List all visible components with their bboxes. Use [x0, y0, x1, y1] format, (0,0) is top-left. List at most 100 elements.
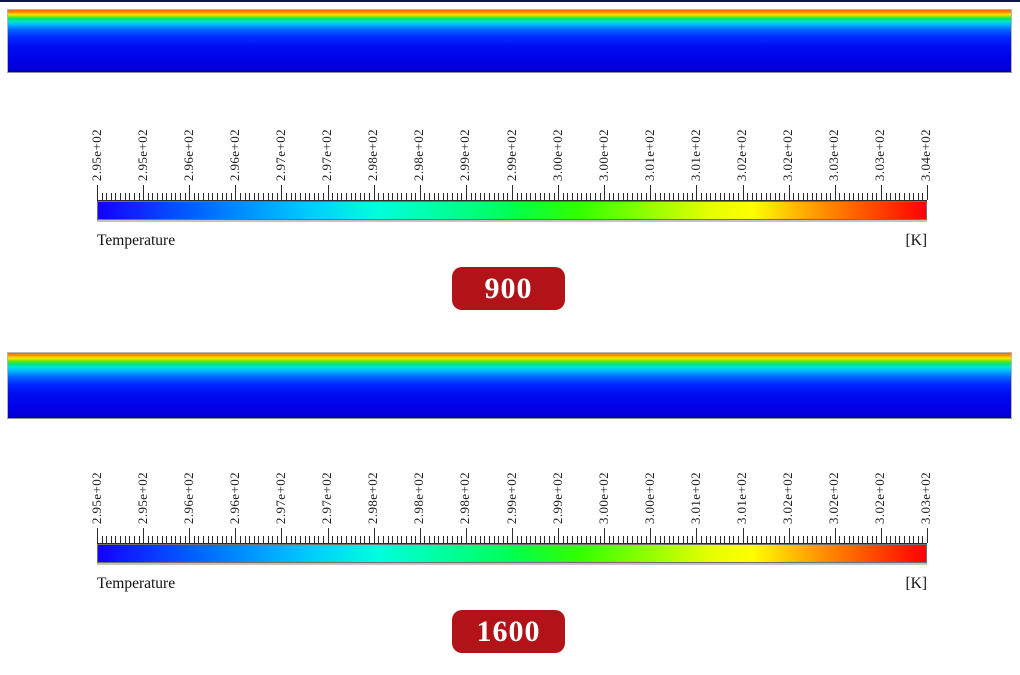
minor-tick: [359, 536, 361, 543]
minor-tick: [525, 193, 527, 200]
minor-tick: [456, 536, 458, 543]
minor-tick: [544, 536, 546, 543]
minor-tick: [424, 536, 426, 543]
minor-tick: [595, 536, 596, 543]
colorbar-tick-label: 3.00e+02: [595, 471, 611, 524]
colorbar-tick-label: 3.01e+02: [733, 471, 749, 524]
colorbar-tick-label: 3.00e+02: [595, 128, 611, 181]
major-tick: [880, 528, 882, 543]
minor-tick: [627, 536, 629, 543]
colorbar-tick-label: 2.99e+02: [503, 471, 519, 524]
minor-tick: [733, 536, 735, 543]
minor-tick: [382, 193, 384, 200]
minor-tick: [341, 536, 343, 543]
minor-tick: [737, 193, 739, 200]
minor-tick: [802, 536, 804, 543]
minor-tick: [129, 536, 131, 543]
minor-tick: [761, 536, 762, 543]
minor-tick: [484, 193, 486, 200]
minor-tick: [539, 193, 541, 200]
colorbar-ticks: [97, 527, 928, 544]
minor-tick: [844, 536, 845, 543]
minor-tick: [733, 193, 735, 200]
minor-tick: [166, 536, 168, 543]
minor-tick: [442, 536, 444, 543]
minor-tick: [839, 193, 841, 200]
minor-tick: [346, 193, 347, 200]
minor-tick: [447, 536, 449, 543]
minor-tick: [147, 536, 149, 543]
minor-tick: [710, 536, 712, 543]
colorbar-tick-label: 3.03e+02: [825, 128, 841, 181]
minor-tick: [249, 193, 251, 200]
major-tick: [143, 185, 145, 200]
colorbar-tick-label: 2.95e+02: [89, 471, 104, 524]
minor-tick: [410, 536, 412, 543]
minor-tick: [728, 193, 730, 200]
minor-tick: [673, 193, 675, 200]
colorbar-tick-label: 2.98e+02: [365, 471, 381, 524]
minor-tick: [576, 536, 578, 543]
minor-tick: [770, 193, 772, 200]
major-tick: [650, 185, 652, 200]
minor-tick: [830, 536, 832, 543]
minor-tick: [272, 536, 274, 543]
colorbar-tick-label: 2.98e+02: [411, 128, 427, 181]
colorbar-title: Temperature: [97, 575, 176, 592]
minor-tick: [608, 536, 610, 543]
minor-tick: [429, 193, 430, 200]
minor-tick: [654, 193, 656, 200]
minor-tick: [862, 536, 864, 543]
minor-tick: [230, 536, 232, 543]
minor-tick: [581, 193, 583, 200]
minor-tick: [193, 193, 195, 200]
minor-tick: [613, 536, 615, 543]
colorbar-tick-label: 3.03e+02: [918, 471, 933, 524]
colorbar-tick-label: 3.02e+02: [779, 471, 795, 524]
minor-tick: [147, 193, 149, 200]
minor-tick: [747, 536, 749, 543]
minor-tick: [129, 193, 131, 200]
minor-tick: [890, 536, 892, 543]
minor-tick: [530, 536, 532, 543]
minor-tick: [258, 536, 260, 543]
minor-tick: [562, 536, 564, 543]
minor-tick: [396, 536, 398, 543]
colorbar-caption: Temperature [K]: [97, 575, 927, 597]
minor-tick: [286, 193, 288, 200]
minor-tick: [631, 193, 633, 200]
minor-tick: [180, 536, 181, 543]
minor-tick: [719, 536, 721, 543]
minor-tick: [894, 193, 896, 200]
minor-tick: [848, 193, 850, 200]
minor-tick: [502, 536, 504, 543]
minor-tick: [627, 193, 629, 200]
minor-tick: [396, 193, 398, 200]
minor-tick: [867, 536, 869, 543]
major-tick: [281, 185, 283, 200]
colorbar-tick-label: 2.95e+02: [135, 471, 151, 524]
minor-tick: [304, 536, 306, 543]
minor-tick: [175, 536, 177, 543]
minor-tick: [876, 536, 878, 543]
major-tick: [373, 528, 375, 543]
minor-tick: [885, 193, 887, 200]
minor-tick: [793, 193, 795, 200]
minor-tick: [299, 193, 301, 200]
minor-tick: [170, 193, 172, 200]
colorbar-tick-label: 3.03e+02: [871, 128, 887, 181]
minor-tick: [110, 536, 112, 543]
minor-tick: [548, 536, 550, 543]
minor-tick: [387, 536, 389, 543]
major-tick: [650, 528, 652, 543]
minor-tick: [424, 193, 426, 200]
minor-tick: [244, 193, 246, 200]
minor-tick: [636, 536, 638, 543]
major-tick: [373, 185, 375, 200]
colorbar-tick-label: 2.96e+02: [227, 128, 243, 181]
colorbar-tick-label: 2.96e+02: [181, 128, 197, 181]
minor-tick: [286, 536, 288, 543]
minor-tick: [641, 193, 643, 200]
minor-tick: [244, 536, 246, 543]
minor-tick: [659, 536, 661, 543]
